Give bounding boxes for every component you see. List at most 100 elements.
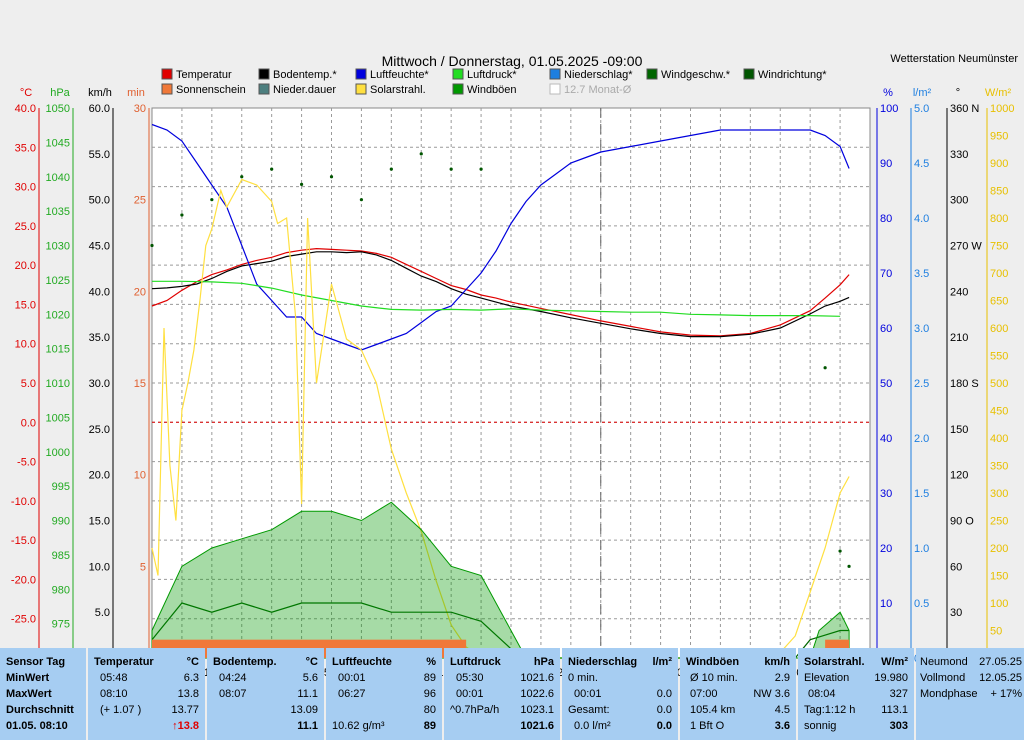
legend-swatch <box>258 83 270 95</box>
humidity-tick: 40 <box>880 433 892 445</box>
humidity-axis-unit: % <box>883 87 893 99</box>
precip-tick: 4.0 <box>914 213 929 225</box>
temperature-tick: 35.0 <box>15 142 36 154</box>
legend-swatch <box>549 68 561 80</box>
precip-tick: 2.0 <box>914 433 929 445</box>
gusts-column: Windböen km/h Ø 10 min. 2.9 07:00 NW 3.6 10… <box>680 648 796 740</box>
temperature-line <box>151 247 850 337</box>
new-moon-date: 27.05.25 <box>979 656 1022 668</box>
soil-max-time: 08:07 <box>219 688 247 700</box>
gusts-max-time: 07:00 <box>690 688 718 700</box>
summary-panel: Sensor Tag MinWert MaxWert Durchschnitt … <box>0 648 1024 740</box>
legend-swatch <box>161 83 173 95</box>
pressure-trend: ^0.7hPa/h <box>450 704 500 716</box>
solar-tick: 250 <box>990 516 1008 528</box>
wind-tick: 60.0 <box>89 103 110 115</box>
gusts-mean: 4.5 <box>774 704 790 716</box>
solar-max: 327 <box>889 688 908 700</box>
solar-tick: 600 <box>990 323 1008 335</box>
solar-tick: 750 <box>990 241 1008 253</box>
precip-duration: 0 min. <box>568 672 598 684</box>
legend-label: Niederschlag* <box>564 69 633 81</box>
humidity-line <box>151 123 850 351</box>
direction-tick: 240 <box>950 286 968 298</box>
row-max-label: MaxWert <box>6 688 52 700</box>
humidity-tick: 10 <box>880 598 892 610</box>
moon-phase: + 17% <box>990 688 1023 700</box>
legend-label: Luftfeuchte* <box>370 69 429 81</box>
pressure-tick: 980 <box>52 584 70 596</box>
solar-tick: 450 <box>990 406 1008 418</box>
precip-tick: 2.5 <box>914 378 929 390</box>
legend-label: Windböen <box>467 84 517 96</box>
wind-direction-point <box>847 564 851 568</box>
solar-tick: 950 <box>990 131 1008 143</box>
wind-tick: 30.0 <box>89 378 110 390</box>
legend-swatch <box>161 68 173 80</box>
solar-tick: 850 <box>990 186 1008 198</box>
direction-tick: 330 <box>950 149 968 161</box>
wind-tick: 5.0 <box>95 607 110 619</box>
sensor-title: Sensor Tag <box>6 656 66 668</box>
wind-direction-point <box>823 366 827 370</box>
wind-direction-point <box>329 175 334 179</box>
solar-tick: 150 <box>990 571 1008 583</box>
solar-max-time: 08:04 <box>808 688 836 700</box>
wind-tick: 25.0 <box>89 424 110 436</box>
direction-tick: 60 <box>950 561 962 573</box>
wind-tick: 10.0 <box>89 561 110 573</box>
precip-tick: 1.5 <box>914 488 929 500</box>
wind-tick: 15.0 <box>89 516 110 528</box>
wind-tick: 55.0 <box>89 149 110 161</box>
legend-swatch <box>549 83 561 95</box>
legend-item: Sonnenschein <box>161 83 246 96</box>
beaufort: 1 Bft O <box>690 720 725 732</box>
solar-tick: 550 <box>990 351 1008 363</box>
wind-tick: 50.0 <box>89 195 110 207</box>
gusts-avg-label: Ø 10 min. <box>690 672 738 684</box>
precip-time: 00:01 <box>574 688 602 700</box>
precip-unit: l/m² <box>652 656 672 668</box>
solar-avg: 113.1 <box>881 704 908 716</box>
soil-temperature-line <box>151 251 850 338</box>
pressure-tick: 985 <box>52 550 70 562</box>
solar-unit: W/m² <box>881 656 908 668</box>
legend-swatch <box>452 83 464 95</box>
humidity-avg: 80 <box>423 704 436 716</box>
legend-label: Solarstrahl. <box>370 84 426 96</box>
soil-unit: °C <box>305 656 318 668</box>
pressure-max-time: 00:01 <box>456 688 484 700</box>
pressure-tick: 1015 <box>46 344 70 356</box>
gusts-unit: km/h <box>764 656 790 668</box>
legend: Temperatur Bodentemp.* Luftfeuchte* Luftdru… <box>161 68 827 96</box>
pressure-tick: 995 <box>52 481 70 493</box>
gusts-area <box>151 501 850 659</box>
soil-current: 11.1 <box>297 720 318 732</box>
direction-tick: 270 W <box>950 241 982 253</box>
pressure-title: Luftdruck <box>450 656 501 668</box>
temperature-avg: 13.77 <box>171 704 199 716</box>
legend-item: Temperatur <box>161 68 232 81</box>
minutes-tick: 30 <box>134 103 146 115</box>
gusts-avg: 2.9 <box>774 672 790 684</box>
minutes-tick: 10 <box>134 470 146 482</box>
pressure-tick: 1025 <box>46 275 70 287</box>
legend-item: Windrichtung* <box>743 68 827 81</box>
temperature-tick: 10.0 <box>15 339 36 351</box>
humidity-column: Luftfeuchte% 00:01 89 06:27 96 80 10.62 g/… <box>326 648 442 740</box>
temperature-axis-unit: °C <box>20 87 32 99</box>
legend-label: Sonnenschein <box>176 84 246 96</box>
pressure-min: 1021.6 <box>520 672 554 684</box>
precip-tick: 0.5 <box>914 598 929 610</box>
solar-axis-unit: W/m² <box>985 87 1012 99</box>
sensor-column: Sensor Tag MinWert MaxWert Durchschnitt … <box>0 648 86 740</box>
temperature-min-time: 05:48 <box>100 672 128 684</box>
humidity-tick: 20 <box>880 543 892 555</box>
moon-column: Neumond 27.05.25 Vollmond 12.05.25 Mondpha… <box>916 648 1024 740</box>
precip-current: 0.0 <box>656 720 672 732</box>
wind-tick: 45.0 <box>89 241 110 253</box>
full-moon-label: Vollmond <box>920 672 966 684</box>
wind-direction-point <box>210 198 214 202</box>
pressure-column: Luftdruck hPa 05:30 1021.6 00:01 1022.6 ^0.… <box>444 648 560 740</box>
direction-tick: 30 <box>950 607 962 619</box>
